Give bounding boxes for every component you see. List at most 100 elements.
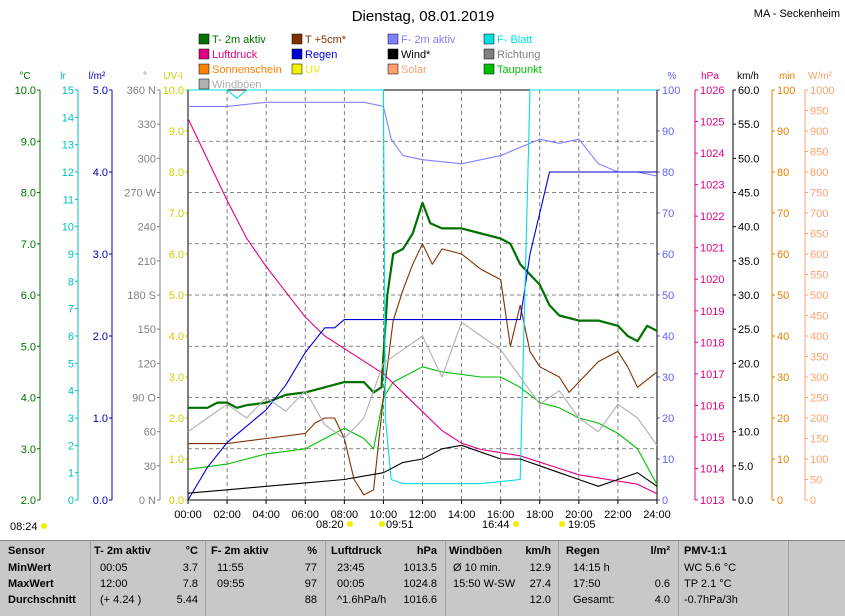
axis-tick-label: 200 xyxy=(810,413,828,425)
axis-tick-label: 3 xyxy=(68,413,74,425)
axis-tick-label: 4.0 xyxy=(21,393,36,405)
stats-cell: 1013.5 xyxy=(403,562,437,574)
axis-tick-label: 950 xyxy=(810,106,828,118)
axis-tick-label: 1014 xyxy=(700,463,724,475)
uv-end-label: 19:05 xyxy=(568,519,596,531)
axis-tick-label: 60.0 xyxy=(738,85,759,97)
axis-tick-label: 330 xyxy=(138,119,156,131)
axis-tick-label: 1 xyxy=(68,468,74,480)
axis-tick-label: 50 xyxy=(662,290,674,302)
legend-label: Sonnenschein xyxy=(212,64,282,76)
legend-label: T +5cm* xyxy=(305,34,347,46)
station-name: MA - Seckenheim xyxy=(754,8,840,20)
stats-column xyxy=(445,541,559,616)
uv-start-label: 09:51 xyxy=(386,519,414,531)
axis-tick-label: 6 xyxy=(68,331,74,343)
x-tick-label: 16:00 xyxy=(487,509,515,521)
axis-tick-label: 40.0 xyxy=(738,222,759,234)
stats-cell: 3.7 xyxy=(182,562,198,574)
axis-unit: lr xyxy=(60,71,66,82)
x-tick-label: 04:00 xyxy=(252,509,280,521)
stats-cell: Luftdruck xyxy=(331,545,382,557)
axis-tick-label: 60 xyxy=(777,249,789,261)
axis-tick-label: 1019 xyxy=(700,306,724,318)
axis-tick-label: 10.0 xyxy=(15,85,36,97)
stats-cell: MinWert xyxy=(8,562,52,574)
axis-tick-label: 6.0 xyxy=(169,249,184,261)
axis-unit: % xyxy=(668,71,677,82)
axis-tick-label: 7.0 xyxy=(169,208,184,220)
stats-table: Sensor T- 2m aktiv °C F- 2m aktiv% Luftdruck… xyxy=(0,540,845,616)
x-tick-label: 18:00 xyxy=(526,509,554,521)
x-tick-label: 20:00 xyxy=(565,509,593,521)
axis-tick-label: 1.0 xyxy=(169,454,184,466)
axis-tick-label: 45.0 xyxy=(738,188,759,200)
axis-tick-label: 400 xyxy=(810,331,828,343)
stats-cell: 14:15 h xyxy=(573,562,610,574)
stats-column xyxy=(558,541,679,616)
axis-tick-label: 0.0 xyxy=(169,495,184,507)
stats-cell: T- 2m aktiv xyxy=(94,545,151,557)
axis-tick-label: 0.0 xyxy=(93,495,108,507)
axis-tick-label: 70 xyxy=(777,208,789,220)
stats-cell: 00:05 xyxy=(337,578,365,590)
axis-tick-label: 500 xyxy=(810,290,828,302)
legend: T- 2m aktiv Luftdruck Sonnenschein Windböen… xyxy=(198,33,542,91)
mark-label: 08:20 xyxy=(316,519,344,531)
axis-tick-label: 55.0 xyxy=(738,119,759,131)
sunrise-label: 08:24 xyxy=(10,521,38,533)
axis-tick-label: 30 xyxy=(662,372,674,384)
x-tick-label: 12:00 xyxy=(409,509,437,521)
series-line xyxy=(187,444,658,494)
stats-cell: 23:45 xyxy=(337,562,365,574)
weather-chart: Dienstag, 08.01.2019 MA - Seckenheim T- … xyxy=(10,8,840,533)
axis-tick-label: 10 xyxy=(662,454,674,466)
axis-tick-label: 350 xyxy=(810,352,828,364)
sun-icon xyxy=(41,523,47,529)
stats-cell: -0.7hPa/3h xyxy=(684,594,738,606)
axis-tick-label: 1025 xyxy=(700,117,724,129)
stats-column xyxy=(0,541,91,616)
axis-tick-label: 1016 xyxy=(700,400,724,412)
axis-tick-label: 1023 xyxy=(700,180,724,192)
legend-swatch xyxy=(387,48,399,60)
x-tick-label: 24:00 xyxy=(643,509,671,521)
axis-tick-label: 0 xyxy=(68,495,74,507)
stats-cell: 77 xyxy=(304,562,317,574)
axis-tick-label: 60 xyxy=(144,427,156,439)
stats-cell: l/m² xyxy=(650,545,670,557)
axis-tick-label: 900 xyxy=(810,126,828,138)
stats-column xyxy=(205,541,326,616)
stats-cell: 11:55 xyxy=(217,562,244,574)
legend-label: T- 2m aktiv xyxy=(212,34,266,46)
legend-label: UV xyxy=(305,64,321,76)
axis-tick-label: 210 xyxy=(138,256,156,268)
legend-swatch xyxy=(483,33,495,45)
sun-icon xyxy=(347,521,353,527)
axis-tick-label: 100 xyxy=(777,85,795,97)
axis-tick-label: 50 xyxy=(810,475,822,487)
axis-tick-label: 850 xyxy=(810,147,828,159)
axis-tick-label: 35.0 xyxy=(738,256,759,268)
axis-tick-label: 3.0 xyxy=(169,372,184,384)
axis-tick-label: 20 xyxy=(662,413,674,425)
axis-tick-label: 1022 xyxy=(700,211,724,223)
stats-cell: Regen xyxy=(566,545,600,557)
series-line xyxy=(187,321,658,446)
stats-cell: 12.9 xyxy=(529,562,551,574)
legend-label: F- 2m aktiv xyxy=(401,34,456,46)
axis-tick-label: 4 xyxy=(68,386,74,398)
axis-tick-label: 5.0 xyxy=(93,85,108,97)
axis-tick-label: 5 xyxy=(68,358,74,370)
axis-tick-label: 9.0 xyxy=(169,126,184,138)
axis-tick-label: 9.0 xyxy=(21,136,36,148)
axis-tick-label: 90 xyxy=(777,126,789,138)
stats-cell: ^1.6hPa/h xyxy=(337,594,387,606)
left-axes: °C10.09.08.07.06.05.04.03.02.0lr15141312… xyxy=(15,71,189,507)
stats-cell: 17:50 xyxy=(573,578,601,590)
series-line xyxy=(187,118,658,495)
stats-column xyxy=(678,541,789,616)
axis-tick-label: 750 xyxy=(810,188,828,200)
axis-tick-label: 0 N xyxy=(139,495,156,507)
axis-tick-label: 360 N xyxy=(127,85,156,97)
